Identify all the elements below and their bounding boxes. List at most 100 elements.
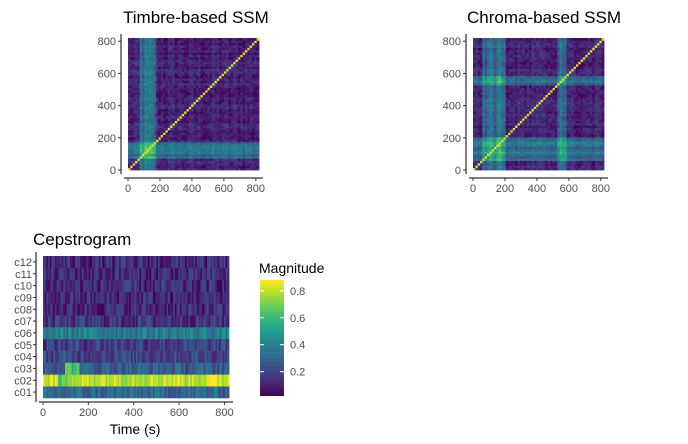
ssm-cell [524, 94, 528, 98]
ssm-cell [228, 129, 232, 133]
ssm-cell [151, 153, 155, 157]
ssm-cell [142, 122, 145, 126]
ssm-cell [533, 146, 537, 150]
ssm-cell [517, 120, 521, 124]
ssm-cell [200, 165, 204, 169]
ssm-cell [172, 68, 176, 72]
ssm-cell [179, 82, 183, 86]
ssm-cell [244, 82, 248, 86]
ssm-cell [200, 49, 204, 53]
ssm-cell [247, 87, 251, 91]
ssm-cell [524, 101, 528, 105]
ssm-cell [153, 146, 157, 150]
ssm-cell [170, 111, 173, 114]
ssm-cell [216, 45, 220, 48]
ssm-cell [160, 165, 164, 169]
ssm-cell [599, 122, 603, 126]
ssm-cell [540, 148, 544, 152]
ssm-cell [195, 63, 199, 67]
ssm-cell [508, 141, 511, 145]
ssm-cell [237, 165, 241, 169]
ssm-cell [207, 87, 211, 91]
ssm-cell [237, 151, 241, 154]
ssm-cell [202, 78, 206, 81]
ssm-cell [221, 47, 225, 51]
ssm-cell [160, 80, 164, 84]
ssm-cell [200, 151, 204, 154]
ssm-cell [519, 129, 523, 133]
ssm-cell [151, 132, 155, 136]
ssm-cell [191, 153, 194, 157]
ssm-cell [219, 165, 222, 169]
ssm-cell [585, 99, 589, 103]
ssm-cell [132, 113, 136, 117]
ssm-cell [228, 141, 232, 145]
ssm-cell [582, 122, 586, 126]
ssm-cell [163, 63, 166, 67]
ssm-cell [191, 139, 194, 143]
ssm-cell [237, 40, 241, 44]
chroma-ssm-title: Chroma-based SSM [467, 8, 621, 27]
ssm-cell [198, 106, 201, 110]
ssm-cell [559, 151, 563, 154]
ssm-cell [482, 129, 486, 133]
ssm-cell [228, 78, 232, 81]
ssm-cell [174, 148, 178, 152]
ssm-cell [538, 139, 542, 143]
ssm-cell [482, 115, 486, 119]
ssm-cell [137, 108, 141, 112]
ssm-cell [254, 122, 258, 126]
ssm-cell [508, 146, 511, 150]
ssm-cell [200, 52, 204, 55]
ssm-cell [209, 158, 213, 161]
ssm-cell [554, 165, 558, 169]
ssm-cell [188, 73, 192, 77]
ssm-cell [247, 129, 251, 133]
ssm-cell [601, 111, 605, 114]
ssm-cell [153, 158, 157, 161]
ssm-cell [477, 111, 481, 114]
ssm-cell [193, 155, 197, 159]
ssm-cell [592, 139, 596, 143]
ssm-cell [522, 118, 525, 121]
ssm-cell [547, 155, 551, 159]
ssm-cell [587, 132, 591, 136]
ssm-cell [515, 137, 518, 140]
ssm-cell [566, 137, 570, 140]
ssm-cell [536, 92, 539, 95]
ssm-cell [594, 125, 598, 128]
ssm-cell [132, 129, 136, 133]
ssm-cell [529, 162, 532, 166]
ssm-cell [503, 167, 507, 171]
ssm-cell [538, 99, 542, 103]
ssm-cell [219, 162, 222, 166]
ssm-cell [242, 80, 246, 84]
ssm-cell [477, 155, 481, 159]
ssm-cell [174, 111, 178, 114]
ssm-cell [198, 42, 201, 46]
ssm-cell [216, 94, 220, 98]
ssm-cell [198, 104, 201, 107]
ssm-cell [505, 101, 509, 105]
ssm-cell [554, 153, 558, 157]
ssm-cell [186, 134, 190, 138]
ssm-cell [536, 96, 539, 100]
ssm-cell [531, 155, 535, 159]
ssm-cell [526, 113, 530, 117]
ssm-cell [128, 146, 131, 150]
ssm-cell [494, 151, 497, 154]
ssm-cell [533, 106, 537, 110]
ssm-cell [249, 137, 253, 140]
ssm-cell [153, 61, 157, 65]
ssm-cell [163, 148, 166, 152]
ssm-cell [184, 42, 187, 46]
ssm-cell [536, 167, 539, 171]
ssm-cell [247, 63, 251, 67]
ssm-cell [156, 66, 159, 70]
ssm-cell [226, 104, 229, 107]
ssm-cell [242, 87, 246, 91]
ssm-cell [195, 80, 199, 84]
ssm-cell [160, 94, 164, 98]
ssm-cell [601, 160, 605, 164]
ssm-cell [522, 155, 525, 159]
